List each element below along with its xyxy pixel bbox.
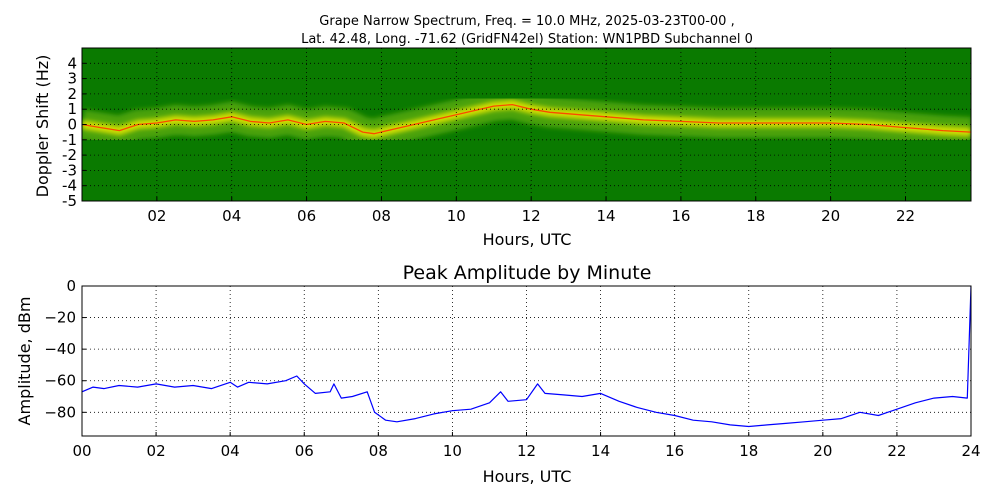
amplitude-y-tick-label: −60 xyxy=(44,372,76,390)
spectrogram-x-tick-label: 08 xyxy=(372,207,391,225)
spectrogram-x-axis-label: Hours, UTC xyxy=(483,230,572,249)
spectrogram-y-tick-label: -3 xyxy=(62,161,77,179)
figure-title-line-2: Lat. 42.48, Long. -71.62 (GridFN42el) St… xyxy=(301,32,753,47)
spectrogram-x-tick-label: 04 xyxy=(222,207,241,225)
spectrogram-x-tick-label: 18 xyxy=(746,207,765,225)
spectrogram-x-tick-label: 16 xyxy=(671,207,690,225)
spectrogram-x-tick-label: 22 xyxy=(896,207,915,225)
spectrogram-y-axis-label: Doppler Shift (Hz) xyxy=(33,55,52,198)
spectrogram-y-tick-label: -4 xyxy=(62,177,77,195)
amplitude-x-tick-label: 18 xyxy=(739,442,758,460)
amplitude-y-ticks: 0 −20 −40 −60 −80 xyxy=(44,277,86,421)
spectrogram-y-tick-label: 4 xyxy=(67,54,77,72)
amplitude-x-tick-label: 22 xyxy=(887,442,906,460)
spectrogram-y-tick-label: -2 xyxy=(62,146,77,164)
spectrogram-x-tick-label: 12 xyxy=(522,207,541,225)
amplitude-series-line xyxy=(82,286,971,428)
spectrogram-y-tick-label: 3 xyxy=(67,70,77,88)
amplitude-x-tick-label: 20 xyxy=(813,442,832,460)
amplitude-x-axis-label: Hours, UTC xyxy=(483,467,572,486)
spectrogram-y-tick-label: 1 xyxy=(67,100,77,118)
amplitude-x-tick-label: 08 xyxy=(369,442,388,460)
spectrogram-intensity xyxy=(82,89,971,149)
amplitude-x-tick-label: 04 xyxy=(221,442,240,460)
spectrogram-y-tick-label: 0 xyxy=(67,116,77,134)
amplitude-x-tick-label: 24 xyxy=(961,442,980,460)
spectrogram-y-tick-label: 2 xyxy=(67,85,77,103)
amplitude-x-tick-label: 02 xyxy=(147,442,166,460)
figure-title-line-1: Grape Narrow Spectrum, Freq. = 10.0 MHz,… xyxy=(319,14,734,29)
spectrogram-y-tick-label: -5 xyxy=(62,192,77,210)
spectrogram-x-ticks: 02 04 06 08 10 12 14 16 18 20 22 xyxy=(147,197,915,225)
spectrogram-x-tick-label: 20 xyxy=(821,207,840,225)
amplitude-x-tick-label: 12 xyxy=(517,442,536,460)
spectrogram-x-tick-label: 06 xyxy=(297,207,316,225)
amplitude-x-ticks: 00 02 04 06 08 10 12 14 16 18 20 22 24 xyxy=(72,432,981,460)
amplitude-y-tick-label: 0 xyxy=(66,277,76,295)
spectrogram-peak-trace xyxy=(82,103,971,135)
amplitude-y-tick-label: −80 xyxy=(44,403,76,421)
spectrogram-y-tick-label: -1 xyxy=(62,131,77,149)
amplitude-y-tick-label: −20 xyxy=(44,309,76,327)
amplitude-x-tick-label: 16 xyxy=(665,442,684,460)
amplitude-x-tick-label: 14 xyxy=(591,442,610,460)
spectrogram-x-tick-label: 10 xyxy=(447,207,466,225)
amplitude-y-tick-label: −40 xyxy=(44,340,76,358)
amplitude-plot-area xyxy=(82,286,971,436)
amplitude-panel: Peak Amplitude by Minute 00 02 04 06 08 10 12 1… xyxy=(15,262,981,486)
amplitude-y-axis-label: Amplitude, dBm xyxy=(15,297,34,426)
amplitude-series xyxy=(82,286,971,428)
spectrogram-x-tick-label: 14 xyxy=(596,207,615,225)
spectrogram-x-tick-label: 02 xyxy=(147,207,166,225)
amplitude-x-tick-label: 00 xyxy=(72,442,91,460)
amplitude-x-tick-label: 10 xyxy=(443,442,462,460)
amplitude-x-tick-label: 06 xyxy=(295,442,314,460)
spectrogram-grid xyxy=(82,48,971,202)
amplitude-chart-title: Peak Amplitude by Minute xyxy=(403,262,652,284)
